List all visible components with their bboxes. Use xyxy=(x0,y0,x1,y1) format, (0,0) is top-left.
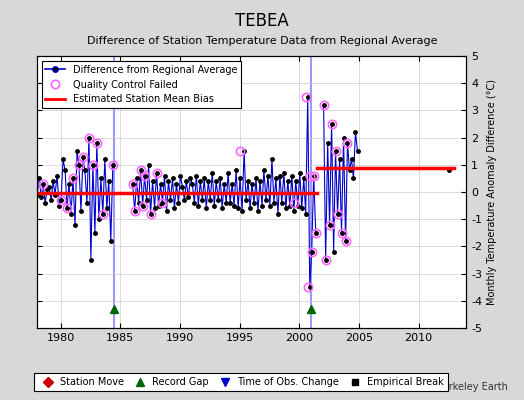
Y-axis label: Monthly Temperature Anomaly Difference (°C): Monthly Temperature Anomaly Difference (… xyxy=(486,79,497,305)
Legend: Difference from Regional Average, Quality Control Failed, Estimated Station Mean: Difference from Regional Average, Qualit… xyxy=(41,61,241,108)
Text: Difference of Station Temperature Data from Regional Average: Difference of Station Temperature Data f… xyxy=(87,36,437,46)
Text: Berkeley Earth: Berkeley Earth xyxy=(436,382,508,392)
Legend: Station Move, Record Gap, Time of Obs. Change, Empirical Break: Station Move, Record Gap, Time of Obs. C… xyxy=(34,373,448,391)
Text: TEBEA: TEBEA xyxy=(235,12,289,30)
